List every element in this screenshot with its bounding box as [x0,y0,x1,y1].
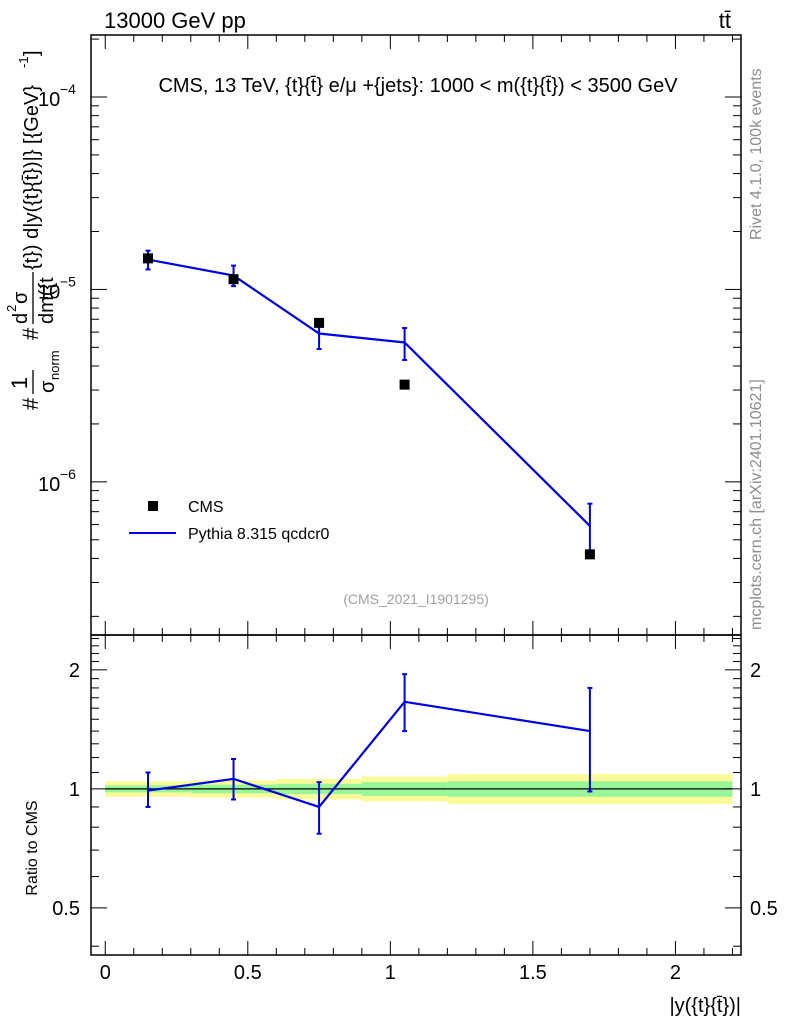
y-tick-label-exponent: −6 [60,466,76,482]
y-tick-label: 10 [38,474,60,496]
ylabel-frac2-num: d [10,313,32,324]
y-tick-label-left: 2 [69,660,80,682]
cms-data-point [314,317,325,328]
ylabel-frac2-num-tail: σ [10,291,32,304]
ylabel-end: ] [21,50,43,56]
cms-data-point [399,379,410,390]
ylabel-frac1-num: 1 [7,377,32,389]
lower-panel: 0 0.5 1 1.5 2 0.5 0.5 1 1 2 2 Ratio to CMS |y({t}{… [24,634,778,1017]
ylabel-frac2-num-sup: 2 [4,305,19,312]
rivet-label: Rivet 4.1.0, 100k events [748,68,765,240]
ylabel-tail-sup: -1 [16,56,31,68]
ylabel-frac1-den: σ [37,380,59,393]
header-left: 13000 GeV pp [104,8,246,33]
y-tick-label-left: 0.5 [52,898,80,920]
x-tick-label: 2 [670,962,681,984]
x-tick-label: 1.5 [519,962,547,984]
legend-pythia-label: Pythia 8.315 qcdcr0 [188,526,330,543]
upper-panel: 10−610−510−4 CMS, 13 TeV, {t}{t̄} e/μ +{… [4,34,742,636]
y-tick-label: 10 [38,89,60,111]
analysis-watermark: (CMS_2021_I1901295) [343,591,489,607]
upper-plot-frame [90,34,742,636]
cms-data-point [584,549,595,560]
y-tick-label-exponent: −5 [60,273,76,289]
legend: CMS Pythia 8.315 qcdcr0 [129,499,330,543]
y-tick-label-right: 1 [750,779,761,801]
upper-y-axis-label: # 1 σ norm # d 2 σ dm({t {t}) d|y({t}{t̄… [4,50,62,410]
mcplots-label: mcplots.cern.ch [arXiv:2401.10621] [748,379,765,630]
y-tick-label-exponent: −4 [60,81,76,97]
ylabel-frac2-prefix: # [18,327,43,340]
y-tick-label-left: 1 [69,779,80,801]
lower-axis-ticks: 0 0.5 1 1.5 2 0.5 0.5 1 1 2 2 [52,635,778,984]
ylabel-tail: {t}) d|y({t}{t̄})|} [{GeV} [21,85,43,270]
x-tick-label: 1 [385,962,396,984]
y-tick-label-right: 0.5 [750,898,778,920]
x-axis-label: |y({t}{t̄})| [669,995,741,1017]
x-tick-label: 0.5 [234,962,262,984]
lower-plot-frame [90,634,742,956]
y-tick-label: 10 [38,281,60,303]
y-tick-label-right: 2 [750,660,761,682]
ylabel-frac2-den: dm({t [36,277,58,324]
header-right: tt̄ [719,8,731,33]
upper-axis-ticks: 10−610−510−4 [38,35,741,635]
cms-data-point [143,253,154,264]
ylabel-frac1-den-sub: norm [47,350,62,380]
ylabel-prefix: # [18,397,43,410]
legend-cms-marker [148,501,158,511]
cms-data-point [228,274,239,285]
legend-cms-label: CMS [188,499,224,516]
x-tick-label: 0 [100,962,111,984]
chart-title: CMS, 13 TeV, {t}{t̄} e/μ +{jets}: 1000 <… [158,75,678,97]
lower-y-axis-label: Ratio to CMS [24,800,41,895]
pythia-line [147,258,591,527]
